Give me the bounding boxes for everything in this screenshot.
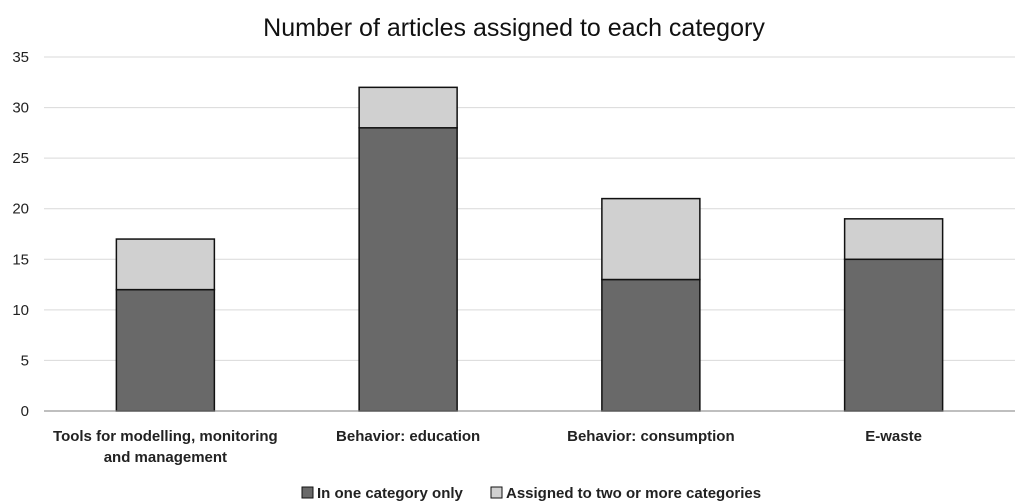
y-tick-label: 30 — [12, 100, 29, 117]
bar-multiple-categories-0 — [115, 238, 216, 291]
y-tick-label: 25 — [12, 150, 29, 167]
x-axis-ticks: Tools for modelling, monitoring and manag… — [53, 428, 922, 466]
legend-label: Assigned to two or more categories — [506, 485, 761, 502]
x-tick-label: Tools for modelling, monitoring — [53, 428, 278, 445]
legend-swatch — [490, 486, 503, 499]
x-tick-label: E-waste — [865, 428, 922, 445]
x-tick-label: and management — [104, 449, 227, 466]
chart-title: Number of articles assigned to each cate… — [263, 14, 765, 42]
bar-multiple-categories-1 — [358, 86, 458, 129]
bar-multiple-categories-3 — [843, 218, 944, 261]
legend-label: In one category only — [317, 485, 464, 502]
x-tick-label: Behavior: education — [336, 428, 480, 445]
bar-one-category-1 — [358, 127, 458, 412]
x-tick-label: Behavior: consumption — [567, 428, 735, 445]
y-tick-label: 20 — [12, 201, 29, 218]
y-tick-label: 10 — [12, 302, 29, 319]
y-tick-label: 5 — [21, 352, 29, 369]
y-tick-label: 0 — [21, 403, 29, 420]
bar-one-category-0 — [115, 288, 216, 412]
y-tick-label: 35 — [12, 49, 29, 66]
legend: In one category only Assigned to two or m… — [301, 485, 761, 502]
bar-one-category-2 — [601, 278, 701, 412]
bar-multiple-categories-2 — [601, 197, 701, 281]
y-tick-label: 15 — [12, 251, 29, 268]
y-axis-ticks: 0 5 10 15 20 25 30 35 — [12, 49, 29, 420]
legend-swatch — [301, 486, 314, 499]
bars — [115, 86, 944, 412]
bar-one-category-3 — [843, 258, 944, 412]
